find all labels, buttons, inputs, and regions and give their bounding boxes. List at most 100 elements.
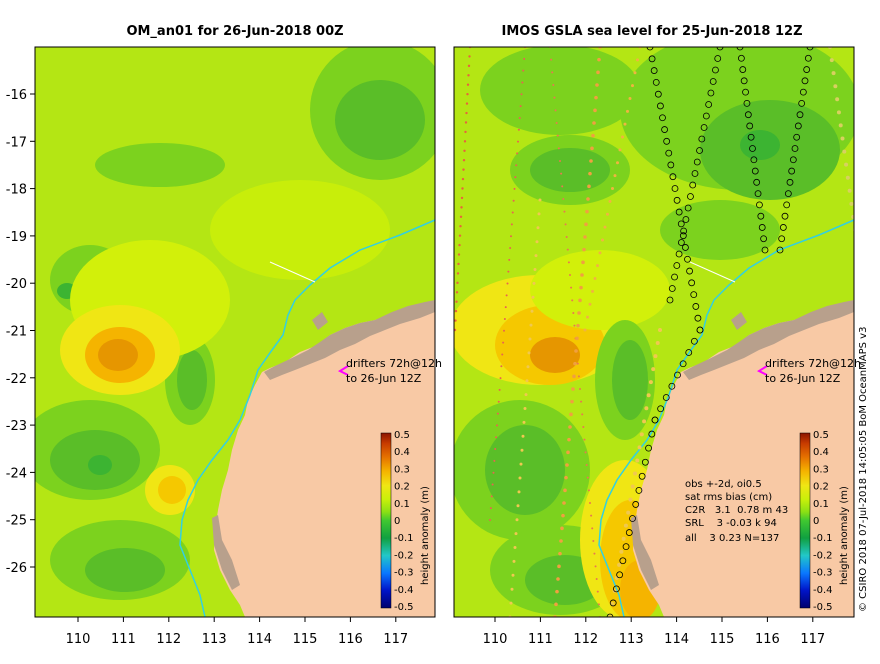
obs-dot bbox=[464, 130, 467, 134]
obs-circle bbox=[696, 147, 703, 154]
obs-circle bbox=[679, 232, 687, 240]
obs-dot bbox=[455, 291, 459, 294]
obs-dot bbox=[505, 294, 508, 297]
obs-dot bbox=[462, 159, 466, 162]
obs-dot bbox=[844, 162, 849, 167]
obs-dot bbox=[845, 175, 850, 180]
obs-circle bbox=[677, 220, 685, 228]
obs-circle bbox=[746, 122, 754, 130]
obs-circle bbox=[679, 360, 687, 368]
obs-circle bbox=[665, 149, 673, 157]
colorbar-tick-label: 0.2 bbox=[813, 482, 829, 493]
obs-dot bbox=[560, 526, 564, 531]
obs-circle bbox=[707, 89, 715, 97]
obs-dot bbox=[579, 388, 581, 390]
y-tick-label: -23 bbox=[6, 419, 27, 434]
obs-dot bbox=[567, 261, 570, 264]
obs-circle bbox=[756, 201, 763, 209]
obs-dot bbox=[575, 336, 579, 341]
colorbar-tick-label: -0.2 bbox=[394, 550, 414, 561]
left-colorbar-label: height anomaly (m) bbox=[420, 486, 431, 585]
obs-dot bbox=[842, 149, 847, 154]
obs-dot bbox=[595, 578, 598, 580]
obs-circle bbox=[622, 543, 630, 551]
obs-dot bbox=[588, 302, 592, 306]
obs-dot bbox=[581, 260, 585, 265]
left-x-axis-ticks: 110 111 112 113 114 115 116 117 bbox=[66, 617, 408, 647]
obs-dot bbox=[838, 123, 843, 128]
obs-circle bbox=[781, 212, 789, 220]
obs-circle bbox=[690, 337, 698, 345]
obs-dot bbox=[523, 407, 527, 410]
obs-circle bbox=[778, 235, 786, 243]
obs-dot bbox=[653, 354, 658, 359]
obs-circle bbox=[705, 101, 713, 108]
obs-dot bbox=[514, 176, 517, 179]
obs-circle bbox=[798, 99, 806, 107]
obs-dot bbox=[594, 95, 598, 100]
obs-circle bbox=[671, 185, 679, 192]
x-tick-label: 114 bbox=[247, 632, 272, 647]
obs-circle bbox=[675, 250, 683, 258]
colorbar-tick-label: 0.2 bbox=[394, 482, 410, 493]
obs-circle bbox=[786, 178, 794, 186]
obs-dot bbox=[527, 351, 531, 355]
obs-dot bbox=[535, 240, 539, 244]
obs-dot bbox=[606, 212, 609, 216]
obs-circle bbox=[666, 296, 674, 304]
left-y-axis-ticks: -16 -17 -18 -19 -20 -21 -22 -23 -24 -25 -26 bbox=[6, 88, 35, 576]
obs-dot bbox=[613, 174, 617, 178]
obs-dot bbox=[591, 289, 594, 293]
left-map-frame bbox=[34, 46, 436, 618]
obs-dot bbox=[570, 399, 574, 404]
obs-dot bbox=[512, 199, 515, 202]
obs-dot bbox=[595, 83, 599, 87]
y-tick-label: -19 bbox=[6, 230, 27, 245]
obs-circle bbox=[692, 303, 700, 310]
obs-dot bbox=[596, 264, 599, 268]
obs-dot bbox=[569, 412, 573, 417]
obs-circle bbox=[758, 224, 766, 231]
obs-circle bbox=[742, 88, 749, 96]
obs-circle bbox=[760, 235, 768, 243]
y-tick-label: -20 bbox=[6, 277, 27, 292]
obs-dot bbox=[555, 589, 559, 594]
obs-dot bbox=[503, 317, 506, 320]
left-bathy-contour bbox=[179, 219, 435, 617]
obs-dot bbox=[466, 92, 469, 96]
obs-circle bbox=[803, 66, 811, 73]
obs-dot bbox=[512, 559, 516, 563]
obs-dot bbox=[522, 420, 526, 424]
obs-circle bbox=[641, 458, 649, 466]
obs-circle bbox=[654, 90, 662, 98]
obs-dot bbox=[519, 105, 522, 108]
colorbar-tick-label: 0 bbox=[813, 516, 819, 527]
obs-dot bbox=[555, 122, 558, 124]
obs-dot bbox=[585, 464, 588, 466]
obs-dot bbox=[458, 243, 461, 247]
colorbar-tick-label: 0.4 bbox=[813, 447, 829, 458]
obs-dot bbox=[608, 199, 612, 203]
x-tick-label: 117 bbox=[383, 632, 408, 647]
obs-circle bbox=[743, 99, 751, 107]
obs-dot bbox=[840, 136, 845, 141]
left-panel-title: OM_an01 for 26-Jun-2018 00Z bbox=[126, 24, 343, 39]
obs-circle bbox=[682, 244, 689, 251]
obs-dot bbox=[636, 58, 639, 62]
obs-dot bbox=[603, 225, 607, 229]
obs-dot bbox=[569, 274, 571, 276]
obs-circle bbox=[789, 156, 797, 164]
colorbar-tick-label: 0.5 bbox=[813, 430, 829, 441]
obs-circle bbox=[657, 102, 664, 110]
x-tick-label: 115 bbox=[293, 632, 318, 647]
right-drifter-track bbox=[689, 261, 736, 283]
obs-dot bbox=[597, 57, 601, 62]
obs-circle bbox=[684, 255, 691, 263]
obs-dot bbox=[631, 84, 634, 88]
obs-circle bbox=[744, 111, 752, 119]
left-colorbar-ticks: 0.5 0.4 0.3 0.2 0.1 0 -0.1 -0.2 -0.3 -0.4 -0.5 bbox=[394, 430, 414, 613]
obs-dot bbox=[518, 116, 521, 119]
obs-dot bbox=[531, 295, 535, 299]
obs-dot bbox=[460, 206, 463, 209]
